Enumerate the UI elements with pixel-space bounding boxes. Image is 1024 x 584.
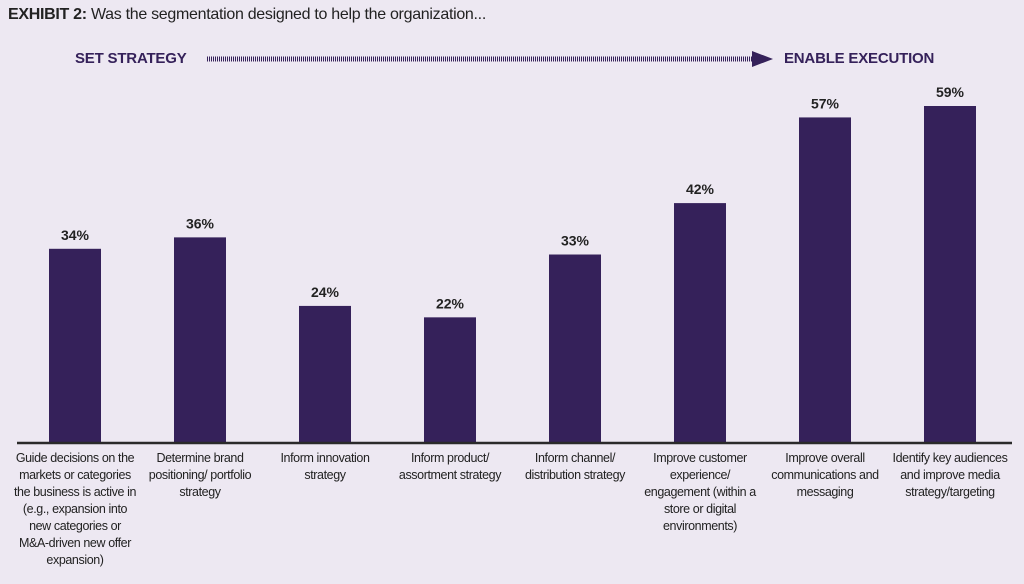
category-label-5: Inform channel/ distribution strategy: [525, 451, 625, 482]
chart-title: EXHIBIT 2: Was the segmentation designed…: [8, 6, 486, 24]
data-label-6: 42%: [686, 181, 715, 197]
bar-4: [424, 317, 476, 443]
data-label-4: 22%: [436, 295, 465, 311]
category-label-4: Inform product/ assortment strategy: [398, 451, 502, 482]
data-label-1: 34%: [61, 227, 90, 243]
data-label-5: 33%: [561, 233, 590, 249]
title-text: Was the segmentation designed to help th…: [90, 6, 486, 23]
data-label-2: 36%: [186, 215, 215, 231]
bar-6: [674, 203, 726, 443]
exhibit-number: EXHIBIT 2:: [8, 6, 87, 23]
data-label-3: 24%: [311, 284, 340, 300]
bar-3: [299, 305, 351, 443]
data-label-7: 57%: [811, 95, 840, 111]
set-strategy-label: SET STRATEGY: [75, 50, 187, 67]
enable-execution-label: ENABLE EXECUTION: [784, 50, 935, 67]
category-label-2: Determine brand positioning/ portfolio s…: [148, 451, 252, 499]
category-label-7: Improve overall communications and messa…: [771, 451, 879, 499]
category-label-1: Guide decisions on the markets or catego…: [13, 451, 136, 567]
bar-5: [549, 254, 601, 443]
bar-2: [174, 237, 226, 443]
bar-8: [924, 106, 976, 443]
data-label-8: 59%: [936, 84, 965, 100]
category-label-6: Improve customer experience/ engagement …: [644, 451, 756, 533]
category-label-8: Identify key audiences and improve media…: [892, 451, 1008, 499]
category-label-3: Inform innovation strategy: [280, 451, 370, 482]
bar-7: [799, 117, 851, 443]
arrow-head-icon: [752, 51, 773, 67]
bar-1: [49, 248, 101, 443]
